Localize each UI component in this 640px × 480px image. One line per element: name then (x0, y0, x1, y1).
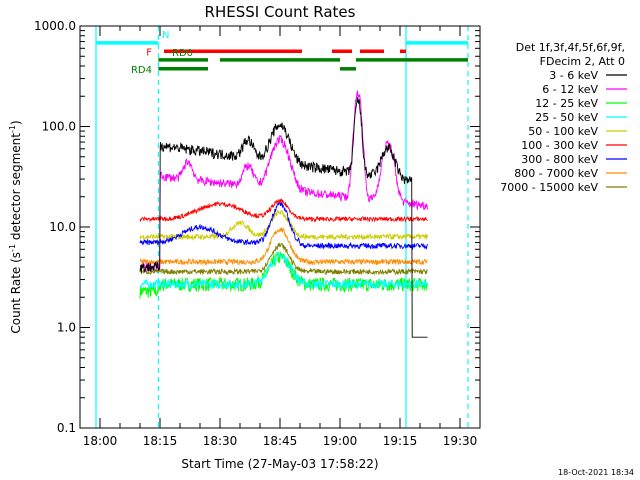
series-line (139, 89, 428, 273)
y-tick-label: 1.0 (57, 321, 76, 335)
legend-entry-label: 7000 - 15000 keV (500, 181, 598, 194)
time-bar-label-rd4: RD4 (131, 65, 152, 76)
x-tick-label: 19:15 (383, 434, 418, 448)
legend-header-line: Det 1f,3f,4f,5f,6f,9f, (516, 41, 625, 54)
y-axis-label-sup1: -1 (8, 244, 17, 252)
plot-area: NF RD0 RD4 (95, 26, 469, 428)
y-axis-label-end: ) (9, 120, 23, 125)
y-tick-label: 1000.0 (34, 19, 76, 33)
series-line (139, 209, 428, 241)
series-line (139, 227, 428, 266)
y-axis-label: Count Rate (s-1 detector segment-1) (8, 120, 23, 333)
legend-entry-label: 3 - 6 keV (549, 69, 598, 82)
time-bar-label-n: N (162, 30, 169, 41)
y-tick-label: 10.0 (49, 220, 76, 234)
plot-frame (79, 25, 481, 429)
y-axis-label-mid: detector segment (9, 133, 23, 244)
x-tick-label: 18:45 (263, 434, 298, 448)
series-line (139, 97, 428, 338)
legend: Det 1f,3f,4f,5f,6f,9f,FDecim 2, Att 03 -… (500, 41, 627, 194)
x-tick-label: 18:00 (83, 434, 118, 448)
legend-entry-label: 6 - 12 keV (542, 83, 598, 96)
legend-entry-label: 50 - 100 keV (528, 125, 598, 138)
y-axis-label-main: Count Rate (s (9, 252, 23, 334)
legend-entry-label: 100 - 300 keV (521, 139, 598, 152)
legend-entry-label: 12 - 25 keV (535, 97, 598, 110)
legend-entry-label: 25 - 50 keV (535, 111, 598, 124)
y-tick-label: 100.0 (42, 120, 76, 134)
x-axis: 18:00 18:15 18:30 18:45 19:00 19:15 19:30 (79, 26, 481, 448)
footer-timestamp: 18-Oct-2021 18:34 (558, 468, 634, 477)
series-line (139, 198, 428, 223)
legend-entry-label: 300 - 800 keV (521, 153, 598, 166)
y-tick-label: 0.1 (57, 421, 76, 435)
time-bar-label-rd0: RD0 (172, 48, 193, 59)
series-line (139, 242, 428, 276)
legend-entry-label: 800 - 7000 keV (514, 167, 598, 180)
x-tick-label: 18:15 (143, 434, 178, 448)
x-tick-label: 19:30 (443, 434, 478, 448)
x-tick-label: 18:30 (203, 434, 238, 448)
x-axis-label: Start Time (27-May-03 17:58:22) (181, 457, 378, 471)
series-line (139, 200, 428, 251)
chart-title: RHESSI Count Rates (205, 3, 356, 21)
y-axis-label-sup2: -1 (8, 125, 17, 133)
legend-header-line: FDecim 2, Att 0 (540, 55, 625, 68)
x-tick-label: 19:00 (323, 434, 358, 448)
series-line (139, 251, 428, 299)
series-line (139, 250, 428, 291)
y-axis: 0.1 1.0 10.0 100.0 1000.0 (34, 19, 480, 435)
time-bar-label-f: F (146, 47, 152, 58)
